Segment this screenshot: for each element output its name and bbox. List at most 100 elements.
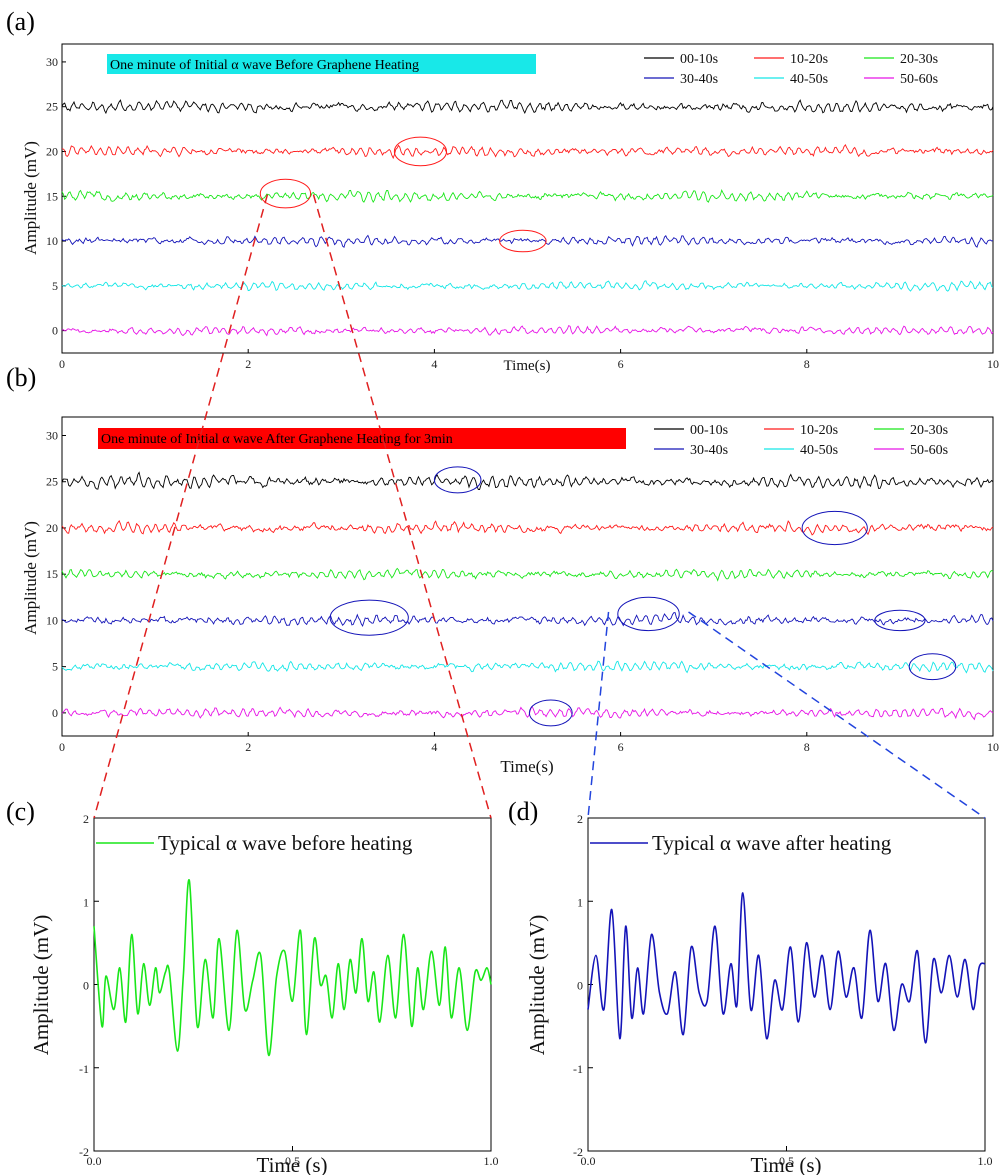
y-tick-label: 25 xyxy=(46,100,58,114)
y-tick-label: 15 xyxy=(46,567,58,581)
x-tick-label: 2 xyxy=(245,740,251,754)
y-tick-label: 10 xyxy=(46,234,58,248)
panel-d-xlabel: Time (s) xyxy=(751,1153,822,1175)
panel-b-frame xyxy=(61,416,994,737)
panel-b: (b) One minute of Initial α wave After G… xyxy=(6,363,999,776)
series-line-30-40s xyxy=(61,234,994,248)
legend-label: Typical α wave before heating xyxy=(158,831,413,855)
x-tick-label: 8 xyxy=(804,357,810,371)
x-tick-label: 1.0 xyxy=(978,1154,993,1168)
y-tick-label: 20 xyxy=(46,144,58,158)
legend-label: 50-60s xyxy=(910,443,948,458)
panel-c-xlabel: Time (s) xyxy=(257,1153,328,1175)
panel-d: (d) 0.0 0.5 1.0 -2 -1 0 1 2 Typical α wave afte… xyxy=(508,797,993,1175)
y-tick-label: 20 xyxy=(46,521,58,535)
legend-label: 20-30s xyxy=(910,423,948,438)
panel-b-plot: 0 2 4 6 8 10 0 5 10 15 20 25 30 xyxy=(46,428,999,754)
panel-d-label: (d) xyxy=(508,797,538,826)
panel-d-frame xyxy=(587,817,986,1152)
x-tick-label: 0.0 xyxy=(87,1154,102,1168)
panel-c-ylabel: Amplitude (mV) xyxy=(29,915,53,1056)
series-line-00-10s xyxy=(61,471,994,490)
x-tick-label: 6 xyxy=(618,740,624,754)
highlight-ellipse xyxy=(801,510,868,546)
zoom-connector-line xyxy=(93,194,269,819)
panel-b-banner-bg xyxy=(98,428,626,449)
panel-b-label: (b) xyxy=(6,363,36,392)
x-tick-label: 10 xyxy=(987,357,999,371)
x-tick-label: 1.0 xyxy=(484,1154,499,1168)
panel-c-plot: 0.0 0.5 1.0 -2 -1 0 1 2 xyxy=(79,812,499,1168)
legend-label: 30-40s xyxy=(690,443,728,458)
legend-label: 50-60s xyxy=(900,72,938,87)
highlight-ellipse xyxy=(617,596,680,632)
legend-label: 40-50s xyxy=(800,443,838,458)
legend-label: Typical α wave after heating xyxy=(652,831,892,855)
panel-a-banner-bg xyxy=(107,54,536,74)
highlight-ellipse xyxy=(393,136,448,167)
y-tick-label: 0 xyxy=(577,979,583,993)
panel-b-xlabel: Time(s) xyxy=(500,757,553,776)
legend-label: 40-50s xyxy=(790,72,828,87)
panel-c: (c) 0.0 0.5 1.0 -2 -1 0 1 2 Typical α wave befo… xyxy=(6,797,499,1175)
legend-label: 10-20s xyxy=(800,423,838,438)
x-tick-label: 0.5 xyxy=(779,1154,794,1168)
x-tick-label: 10 xyxy=(987,740,999,754)
series-line xyxy=(93,879,492,1057)
x-tick-label: 0.0 xyxy=(581,1154,596,1168)
series-line-20-30s xyxy=(61,188,994,204)
panel-a-legend: 00-10s 10-20s 20-30s 30-40s 40-50s 50-60s xyxy=(644,52,938,87)
y-tick-label: -1 xyxy=(79,1062,89,1076)
zoom-connector-line xyxy=(688,611,986,819)
x-tick-label: 8 xyxy=(804,740,810,754)
series-line xyxy=(587,892,986,1044)
y-tick-label: 2 xyxy=(83,812,89,826)
panel-a-banner: One minute of Initial α wave Before Grap… xyxy=(110,58,419,73)
y-tick-label: 1 xyxy=(83,895,89,909)
y-tick-label: 5 xyxy=(52,660,58,674)
legend-label: 00-10s xyxy=(690,423,728,438)
legend-label: 30-40s xyxy=(680,72,718,87)
y-tick-label: 30 xyxy=(46,55,58,69)
x-tick-label: 2 xyxy=(245,357,251,371)
panel-c-label: (c) xyxy=(6,797,35,826)
highlight-ellipse xyxy=(433,466,482,494)
series-line-50-60s xyxy=(61,324,994,337)
y-tick-label: 25 xyxy=(46,475,58,489)
highlight-ellipse xyxy=(259,178,312,209)
y-tick-label: 1 xyxy=(577,895,583,909)
legend-label: 10-20s xyxy=(790,52,828,67)
panel-d-legend: Typical α wave after heating xyxy=(590,831,892,855)
y-tick-label: 0 xyxy=(52,324,58,338)
series-line-10-20s xyxy=(61,520,994,536)
y-tick-label: 5 xyxy=(52,279,58,293)
y-tick-label: 2 xyxy=(577,812,583,826)
y-tick-label: -2 xyxy=(79,1145,89,1159)
highlight-ellipse xyxy=(908,653,957,681)
x-tick-label: 4 xyxy=(431,357,437,371)
y-tick-label: 0 xyxy=(52,706,58,720)
highlight-ellipse xyxy=(329,599,409,636)
panel-a-plot: 0 2 4 6 8 10 0 5 10 15 20 25 30 xyxy=(46,55,999,371)
x-tick-label: 6 xyxy=(618,357,624,371)
panel-a-label: (a) xyxy=(6,7,35,36)
zoom-connector-line xyxy=(587,611,610,819)
panel-a: (a) One minute of Initial α wave Before … xyxy=(6,7,999,374)
highlight-ellipse xyxy=(874,609,926,632)
highlight-ellipse xyxy=(499,229,547,253)
series-line-30-40s xyxy=(61,612,994,628)
series-line-00-10s xyxy=(61,99,994,115)
y-tick-label: 30 xyxy=(46,428,58,442)
panel-a-xlabel: Time(s) xyxy=(504,358,551,374)
panel-a-ylabel: Amplitude (mV) xyxy=(21,141,40,255)
legend-label: 20-30s xyxy=(900,52,938,67)
panel-b-legend: 00-10s 10-20s 20-30s 30-40s 40-50s 50-60s xyxy=(654,423,948,458)
x-tick-label: 4 xyxy=(431,740,437,754)
highlight-ellipse xyxy=(528,699,573,727)
x-tick-label: 0 xyxy=(59,357,65,371)
panel-c-legend: Typical α wave before heating xyxy=(96,831,413,855)
series-line-10-20s xyxy=(61,144,994,160)
panel-b-ylabel: Amplitude (mV) xyxy=(21,521,40,635)
series-line-40-50s xyxy=(61,660,994,674)
